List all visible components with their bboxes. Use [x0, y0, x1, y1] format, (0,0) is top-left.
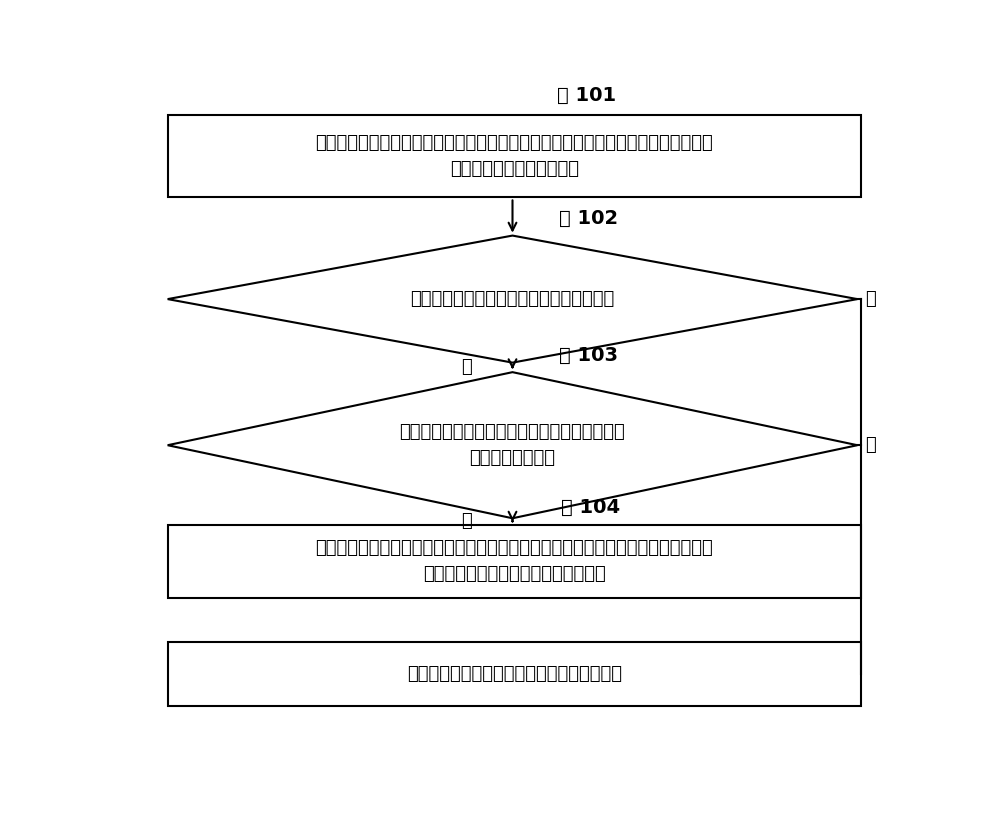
Polygon shape [168, 236, 857, 363]
Text: 判断主、被叫终端接入的是否为同一区域池内的
不同移动交换中心: 判断主、被叫终端接入的是否为同一区域池内的 不同移动交换中心 [400, 423, 625, 468]
Text: 是: 是 [461, 512, 471, 530]
Bar [168, 642, 861, 705]
Text: 是: 是 [461, 358, 471, 376]
Text: 所述主、被叫终端不进行移动交换中心的迁移: 所述主、被叫终端不进行移动交换中心的迁移 [407, 665, 622, 683]
Bar [168, 525, 861, 597]
Text: 指示主、被叫终端分别接入的移动交换中心中的一个移动交换中心将接入的主叫终端
或被叫终端迁移至另一个移动交换中心: 指示主、被叫终端分别接入的移动交换中心中的一个移动交换中心将接入的主叫终端 或被… [316, 539, 713, 583]
Text: 否: 否 [865, 436, 876, 455]
Text: ～ 101: ～ 101 [557, 87, 616, 106]
Text: 判断主、被叫终端是否位于同一设定区域中: 判断主、被叫终端是否位于同一设定区域中 [410, 290, 615, 308]
Text: ～ 103: ～ 103 [559, 346, 618, 365]
Text: ～ 104: ～ 104 [561, 498, 620, 517]
Text: ～ 102: ～ 102 [559, 209, 618, 228]
Polygon shape [168, 372, 857, 518]
Text: 获取主、被叫终端间的呼叫信息，根据呼叫信息分别确定主、被叫终端的位置信息和
所接入的移动交换中心信息: 获取主、被叫终端间的呼叫信息，根据呼叫信息分别确定主、被叫终端的位置信息和 所接… [316, 134, 713, 178]
Bar [168, 115, 861, 197]
Text: 否: 否 [865, 290, 876, 308]
